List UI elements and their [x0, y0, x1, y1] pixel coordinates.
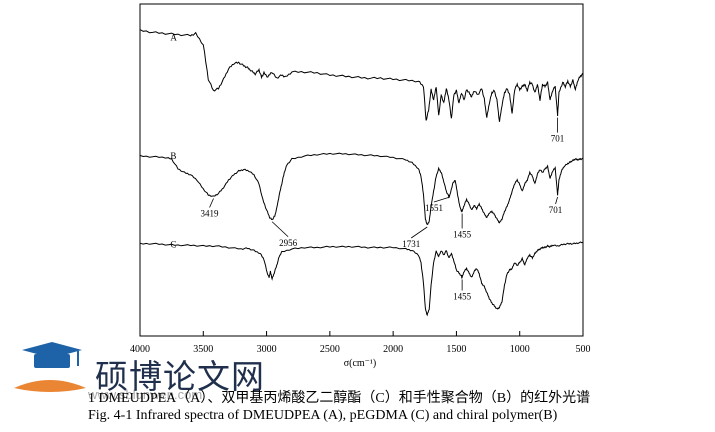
plot-frame [139, 3, 584, 337]
peak-label: 1455 [453, 292, 472, 302]
watermark-text: 硕博论文网 [95, 358, 265, 395]
x-tick-label: 500 [576, 344, 591, 355]
trace-B [139, 152, 584, 225]
peak-leader [410, 226, 428, 239]
x-axis: 4000 3500 3000 2500 2000 1500 1000 500 [130, 331, 591, 355]
x-tick-label: 2500 [320, 344, 340, 355]
peak-label: 3419 [201, 209, 220, 219]
x-tick-label: 4000 [130, 344, 150, 355]
peak-leader [271, 221, 289, 238]
peak-leader [433, 196, 451, 203]
x-tick-label: 3000 [257, 344, 277, 355]
series-labels: A B C [170, 33, 177, 250]
peak-label: 1455 [453, 230, 472, 240]
watermark-url: www.sblunwen.com [87, 387, 202, 402]
x-tick-label: 2000 [383, 344, 403, 355]
peak-label: 701 [551, 134, 565, 144]
peak-leader [209, 198, 214, 208]
figure-caption-chinese: 1 DMEUDPEA（A）、双甲基丙烯酸乙二醇酯（C）和手性聚合物（B）的红外光… [88, 391, 591, 406]
series-label: A [170, 33, 177, 43]
trace-A [139, 29, 584, 122]
trace-C [139, 241, 584, 317]
peak-label: 1731 [402, 239, 420, 249]
peak-label: 2956 [279, 238, 298, 248]
x-tick-label: 3500 [193, 344, 213, 355]
peak-label: 701 [549, 205, 563, 215]
x-axis-title: σ(cm⁻¹) [344, 358, 377, 369]
watermark-logo-icon [14, 342, 86, 392]
peak-label: 1551 [425, 203, 443, 213]
spectra-traces [139, 29, 584, 317]
x-tick-label: 1000 [510, 344, 530, 355]
peak-leader [555, 196, 558, 205]
series-label: B [170, 151, 176, 161]
x-tick-label: 1500 [446, 344, 466, 355]
peak-labels: 701 3419 2956 1731 1551 1455 701 1455 [201, 117, 565, 302]
figure-caption-english: Fig. 4-1 Infrared spectra of DMEUDPEA (A… [88, 408, 558, 423]
series-label: C [170, 240, 176, 250]
